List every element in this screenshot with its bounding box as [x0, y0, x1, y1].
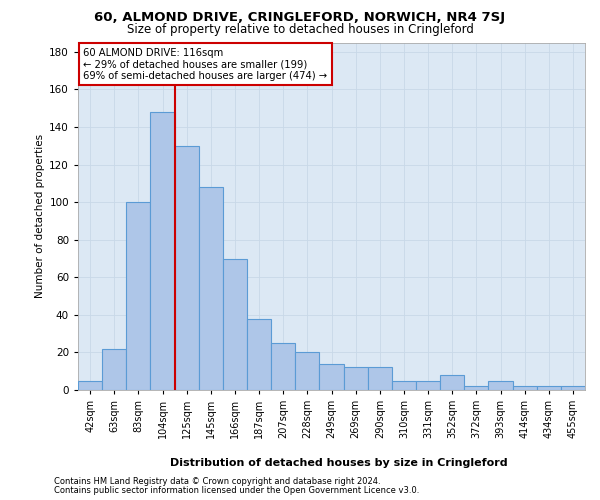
Bar — [344, 368, 368, 390]
Text: 60, ALMOND DRIVE, CRINGLEFORD, NORWICH, NR4 7SJ: 60, ALMOND DRIVE, CRINGLEFORD, NORWICH, … — [94, 11, 506, 24]
Bar — [512, 386, 537, 390]
Bar — [392, 380, 416, 390]
Bar — [440, 375, 464, 390]
Text: Distribution of detached houses by size in Cringleford: Distribution of detached houses by size … — [170, 458, 508, 468]
Text: Contains public sector information licensed under the Open Government Licence v3: Contains public sector information licen… — [54, 486, 419, 495]
Bar — [199, 187, 223, 390]
Bar — [295, 352, 319, 390]
Bar — [319, 364, 344, 390]
Bar — [175, 146, 199, 390]
Text: Contains HM Land Registry data © Crown copyright and database right 2024.: Contains HM Land Registry data © Crown c… — [54, 477, 380, 486]
Text: 60 ALMOND DRIVE: 116sqm
← 29% of detached houses are smaller (199)
69% of semi-d: 60 ALMOND DRIVE: 116sqm ← 29% of detache… — [83, 48, 327, 81]
Bar — [416, 380, 440, 390]
Bar — [247, 318, 271, 390]
Bar — [151, 112, 175, 390]
Bar — [126, 202, 151, 390]
Bar — [271, 343, 295, 390]
Bar — [561, 386, 585, 390]
Bar — [102, 348, 126, 390]
Bar — [464, 386, 488, 390]
Bar — [537, 386, 561, 390]
Bar — [488, 380, 512, 390]
Bar — [368, 368, 392, 390]
Bar — [223, 258, 247, 390]
Bar — [78, 380, 102, 390]
Y-axis label: Number of detached properties: Number of detached properties — [35, 134, 45, 298]
Text: Size of property relative to detached houses in Cringleford: Size of property relative to detached ho… — [127, 22, 473, 36]
